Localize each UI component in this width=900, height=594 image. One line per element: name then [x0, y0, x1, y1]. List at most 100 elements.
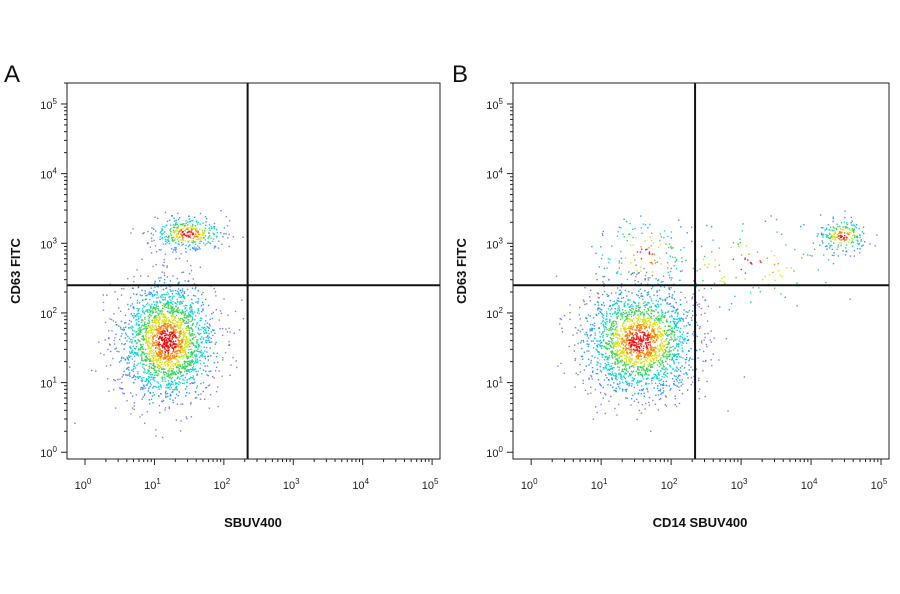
event-dot	[164, 353, 166, 355]
event-dot	[619, 382, 621, 385]
event-dot	[167, 361, 170, 363]
event-dot	[195, 344, 197, 347]
event-dot	[638, 290, 640, 292]
event-dot	[139, 333, 141, 335]
event-dot	[632, 228, 634, 230]
event-dot	[148, 354, 150, 356]
event-dot	[616, 349, 618, 351]
event-dot	[663, 390, 665, 392]
event-dot	[124, 343, 126, 345]
event-dot	[590, 376, 593, 378]
event-dot	[144, 316, 146, 319]
event-dot	[152, 376, 155, 379]
event-dot	[122, 392, 124, 394]
event-dot	[655, 308, 657, 311]
event-dot	[615, 313, 618, 316]
event-dot	[146, 342, 149, 344]
event-dot	[680, 335, 682, 337]
event-dot	[202, 382, 205, 384]
event-dot	[683, 340, 685, 342]
event-dot	[143, 367, 145, 370]
event-dot	[602, 281, 604, 283]
event-dot	[660, 327, 662, 329]
event-dot	[166, 343, 168, 345]
event-dot	[191, 233, 194, 235]
event-dot	[157, 373, 160, 375]
event-dot	[200, 304, 203, 307]
event-dot	[130, 232, 132, 234]
event-dot	[110, 364, 112, 366]
event-dot	[620, 361, 622, 363]
event-dot	[611, 321, 613, 324]
event-dot	[179, 365, 181, 367]
event-dot	[610, 329, 612, 331]
event-dot	[667, 321, 669, 323]
event-dot	[227, 237, 229, 239]
event-dot	[687, 377, 689, 379]
event-dot	[163, 374, 166, 376]
event-dot	[182, 331, 185, 334]
event-dot	[648, 306, 651, 308]
event-dot	[636, 318, 638, 320]
event-dot	[182, 350, 185, 352]
event-dot	[667, 343, 669, 345]
event-dot	[680, 226, 682, 228]
event-dot	[587, 314, 590, 316]
event-dot	[700, 245, 703, 248]
event-dot	[176, 361, 178, 363]
event-dot	[136, 364, 138, 366]
event-dot	[725, 337, 728, 340]
event-dot	[675, 302, 677, 304]
event-dot	[198, 350, 200, 353]
event-dot	[673, 380, 675, 383]
event-dot	[149, 309, 151, 311]
event-dot	[182, 294, 184, 296]
event-dot	[230, 364, 232, 366]
event-dot	[118, 325, 120, 327]
event-dot	[850, 237, 853, 239]
event-dot	[674, 318, 676, 320]
event-dot	[185, 338, 188, 340]
event-dot	[828, 247, 831, 249]
event-dot	[667, 325, 670, 327]
event-dot	[165, 337, 167, 339]
event-dot	[644, 353, 647, 356]
event-dot	[170, 237, 173, 239]
event-dot	[794, 249, 796, 251]
event-dot	[668, 274, 670, 276]
event-dot	[642, 368, 644, 370]
event-dot	[135, 354, 138, 356]
event-dot	[670, 246, 672, 249]
event-dot	[210, 226, 212, 228]
event-dot	[644, 324, 646, 326]
event-dot	[660, 339, 662, 341]
event-dot	[624, 377, 626, 380]
event-dot	[675, 324, 677, 326]
event-dot	[648, 369, 650, 371]
event-dot	[675, 375, 677, 378]
event-dot	[215, 309, 217, 311]
event-dot	[154, 344, 156, 346]
event-dot	[190, 227, 192, 229]
event-dot	[671, 356, 674, 359]
event-dot	[658, 361, 660, 364]
event-dot	[621, 337, 623, 340]
event-dot	[608, 373, 611, 375]
event-dot	[586, 303, 588, 305]
event-dot	[140, 388, 142, 391]
event-dot	[175, 251, 177, 253]
event-dot	[120, 328, 122, 330]
event-dot	[229, 331, 231, 333]
event-dot	[621, 378, 623, 380]
event-dot	[625, 352, 627, 354]
event-dot	[166, 276, 169, 278]
event-dot	[173, 239, 176, 241]
event-dot	[643, 365, 645, 367]
y-tick-label: 100	[40, 445, 57, 460]
event-dot	[677, 349, 679, 351]
event-dot	[602, 319, 604, 322]
event-dot	[607, 343, 610, 345]
event-dot	[612, 325, 614, 328]
event-dot	[609, 321, 611, 323]
event-dot	[199, 359, 201, 362]
